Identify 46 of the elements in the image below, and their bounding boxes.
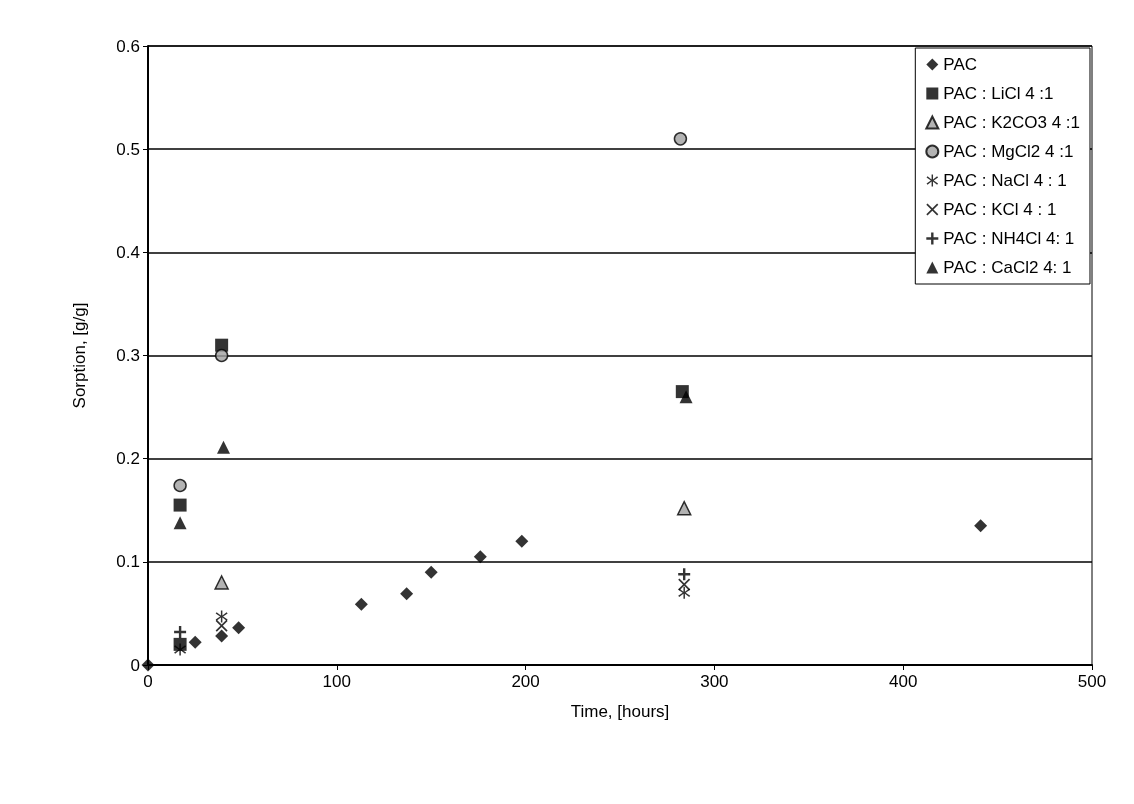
point [214, 348, 229, 363]
point [188, 635, 202, 649]
point [173, 498, 187, 512]
point [354, 597, 368, 611]
y-tick-label: 0.6 [116, 36, 140, 56]
point [673, 132, 688, 146]
x-tick-label: 100 [322, 672, 351, 691]
y-axis-title: Sorption, [g/g] [70, 302, 89, 409]
y-tick-label: 0.1 [116, 552, 140, 572]
point [174, 643, 187, 656]
y-tick-label: 0.4 [116, 242, 140, 262]
x-axis-title: Time, [hours] [570, 702, 670, 721]
point [678, 586, 691, 599]
point [217, 440, 231, 454]
legend-label: PAC [943, 55, 978, 74]
point [215, 619, 228, 632]
point [232, 621, 246, 635]
x-tick-label: 400 [889, 672, 918, 691]
legend-label: PAC : KCl 4 : 1 [943, 200, 1057, 219]
point [173, 516, 187, 530]
y-tick-label: 0 [130, 655, 140, 675]
legend-label: PAC : CaCl2 4: 1 [943, 258, 1072, 277]
point [424, 565, 438, 579]
legend-label: PAC : MgCl2 4 :1 [943, 142, 1074, 161]
point [173, 478, 187, 493]
x-tick-label: 500 [1077, 672, 1107, 691]
legend-label: PAC : NaCl 4 : 1 [943, 171, 1067, 190]
point [400, 587, 414, 601]
point [214, 575, 229, 590]
legend-label: PAC : NH4Cl 4: 1 [943, 229, 1075, 248]
y-tick-label: 0.5 [116, 139, 140, 159]
x-tick-label: 300 [700, 672, 729, 691]
x-tick-label: 200 [511, 672, 540, 691]
point [215, 629, 229, 643]
point [974, 519, 988, 533]
point [676, 500, 692, 516]
x-tick-label: 0 [143, 672, 153, 691]
point [215, 610, 228, 623]
legend-label: PAC : LiCl 4 :1 [943, 84, 1054, 103]
point [473, 550, 487, 564]
point [679, 390, 693, 404]
y-tick-label: 0.3 [116, 346, 140, 365]
point [515, 534, 529, 548]
legend-label: PAC : K2CO3 4 :1 [943, 113, 1081, 132]
y-tick-label: 0.2 [116, 449, 140, 469]
point [141, 658, 155, 672]
